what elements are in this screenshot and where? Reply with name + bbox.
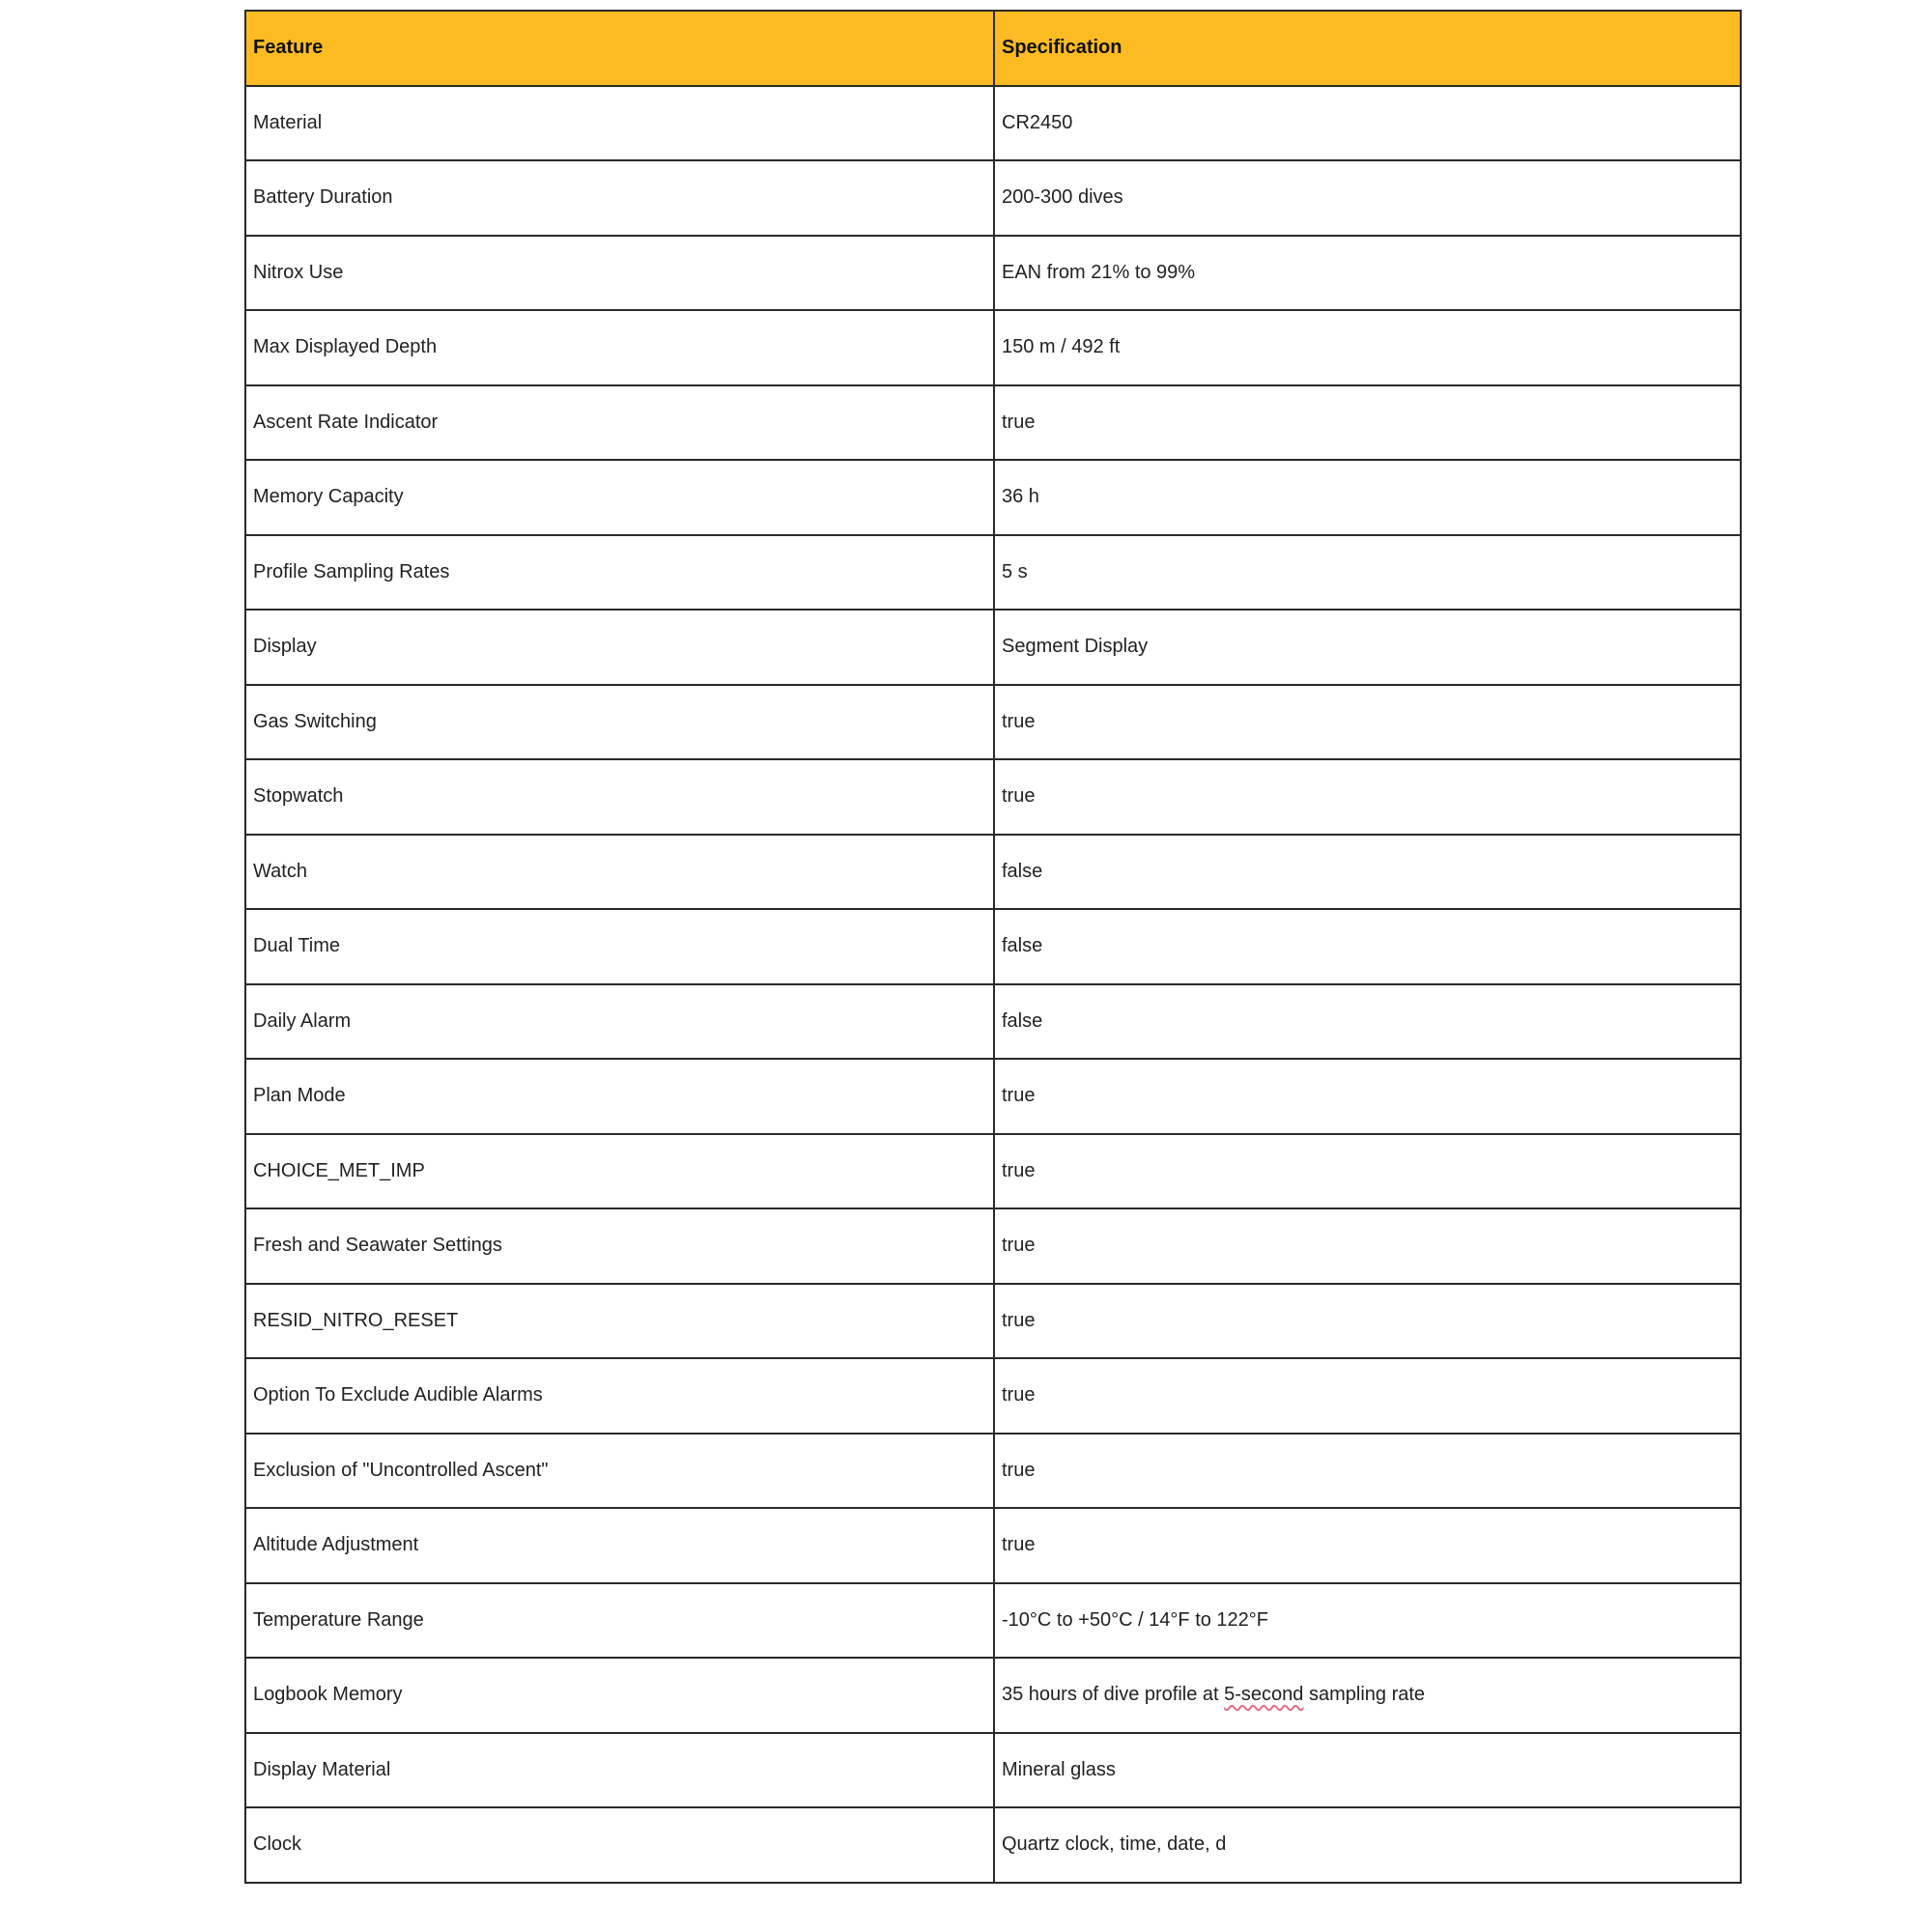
feature-cell: Stopwatch <box>244 758 995 836</box>
table-body: Material CR2450 Battery Duration 200-300 di… <box>244 84 1742 1884</box>
header-feature: Feature <box>244 10 995 87</box>
table-row: Dual Time false <box>244 908 1742 985</box>
table-row: RESID_NITRO_RESET true <box>244 1282 1742 1359</box>
table-row: Clock Quartz clock, time, date, d <box>244 1806 1742 1884</box>
feature-cell: RESID_NITRO_RESET <box>244 1282 995 1359</box>
feature-cell: Gas Switching <box>244 683 995 760</box>
feature-cell: Logbook Memory <box>244 1657 995 1734</box>
header-specification: Specification <box>993 10 1742 87</box>
table-row: Stopwatch true <box>244 758 1742 836</box>
specification-cell: true <box>993 1058 1742 1135</box>
feature-cell: Ascent Rate Indicator <box>244 384 995 461</box>
spec-table: Feature Specification Material CR2450 Batt… <box>244 10 1742 1884</box>
specification-cell: true <box>993 1357 1742 1435</box>
table-row: Max Displayed Depth 150 m / 492 ft <box>244 309 1742 386</box>
specification-cell: 35 hours of dive profile at 5-second sam… <box>993 1657 1742 1734</box>
table-row: Fresh and Seawater Settings true <box>244 1208 1742 1285</box>
specification-cell: Quartz clock, time, date, d <box>993 1806 1742 1884</box>
feature-cell: Dual Time <box>244 908 995 985</box>
table-row: Exclusion of "Uncontrolled Ascent" true <box>244 1432 1742 1509</box>
feature-cell: Battery Duration <box>244 159 995 237</box>
table-row: Altitude Adjustment true <box>244 1507 1742 1584</box>
feature-cell: Daily Alarm <box>244 982 995 1060</box>
feature-cell: Material <box>244 84 995 161</box>
table-row: Battery Duration 200-300 dives <box>244 159 1742 237</box>
feature-cell: Plan Mode <box>244 1058 995 1135</box>
specification-cell: true <box>993 758 1742 836</box>
table-row: Display Material Mineral glass <box>244 1731 1742 1808</box>
specification-cell: false <box>993 982 1742 1060</box>
table-row: Temperature Range -10°C to +50°C / 14°F t… <box>244 1581 1742 1659</box>
feature-cell: Clock <box>244 1806 995 1884</box>
table-row: CHOICE_MET_IMP true <box>244 1132 1742 1209</box>
specification-cell: EAN from 21% to 99% <box>993 234 1742 311</box>
table-row: Nitrox Use EAN from 21% to 99% <box>244 234 1742 311</box>
spellcheck-flagged-word: 5-second <box>1224 1684 1304 1706</box>
table-row: Plan Mode true <box>244 1058 1742 1135</box>
specification-cell: 5 s <box>993 533 1742 611</box>
specification-cell: true <box>993 1432 1742 1509</box>
table-row: Material CR2450 <box>244 84 1742 161</box>
feature-cell: Memory Capacity <box>244 459 995 536</box>
feature-cell: Max Displayed Depth <box>244 309 995 386</box>
specification-cell: true <box>993 1282 1742 1359</box>
feature-cell: Option To Exclude Audible Alarms <box>244 1357 995 1435</box>
table-row: Display Segment Display <box>244 609 1742 686</box>
specification-cell: false <box>993 908 1742 985</box>
specification-cell: true <box>993 1132 1742 1209</box>
feature-cell: Fresh and Seawater Settings <box>244 1208 995 1285</box>
table-row: Option To Exclude Audible Alarms true <box>244 1357 1742 1435</box>
table-row: Daily Alarm false <box>244 982 1742 1060</box>
table-row: Profile Sampling Rates 5 s <box>244 533 1742 611</box>
feature-cell: Watch <box>244 833 995 910</box>
specification-cell: CR2450 <box>993 84 1742 161</box>
specification-cell: true <box>993 1507 1742 1584</box>
specification-cell: Segment Display <box>993 609 1742 686</box>
feature-cell: Temperature Range <box>244 1581 995 1659</box>
specification-cell: 36 h <box>993 459 1742 536</box>
specification-cell: true <box>993 384 1742 461</box>
header-row: Feature Specification <box>244 10 1742 87</box>
specification-cell: 200-300 dives <box>993 159 1742 237</box>
table-row: Gas Switching true <box>244 683 1742 760</box>
feature-cell: Profile Sampling Rates <box>244 533 995 611</box>
table-row: Memory Capacity 36 h <box>244 459 1742 536</box>
feature-cell: Display Material <box>244 1731 995 1808</box>
specification-cell: true <box>993 683 1742 760</box>
feature-cell: Exclusion of "Uncontrolled Ascent" <box>244 1432 995 1509</box>
table-row: Watch false <box>244 833 1742 910</box>
specification-cell: 150 m / 492 ft <box>993 309 1742 386</box>
table-row: Logbook Memory 35 hours of dive profile a… <box>244 1657 1742 1734</box>
feature-cell: Nitrox Use <box>244 234 995 311</box>
specification-cell: -10°C to +50°C / 14°F to 122°F <box>993 1581 1742 1659</box>
specification-cell: false <box>993 833 1742 910</box>
feature-cell: Altitude Adjustment <box>244 1507 995 1584</box>
feature-cell: CHOICE_MET_IMP <box>244 1132 995 1209</box>
specification-cell: true <box>993 1208 1742 1285</box>
feature-cell: Display <box>244 609 995 686</box>
table-row: Ascent Rate Indicator true <box>244 384 1742 461</box>
specification-cell: Mineral glass <box>993 1731 1742 1808</box>
